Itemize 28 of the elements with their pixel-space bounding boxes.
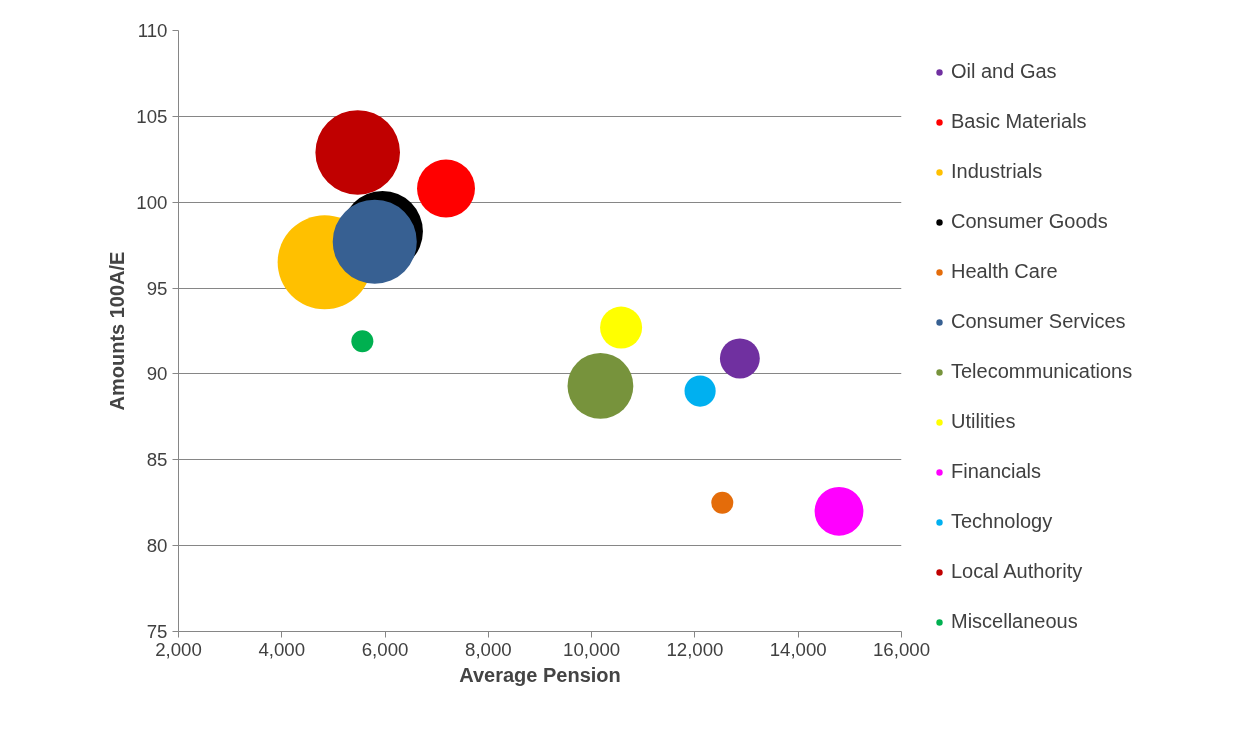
legend-label: Utilities	[951, 410, 1016, 433]
legend-label: Consumer Services	[951, 310, 1126, 333]
y-tick-label: 90	[146, 363, 168, 385]
x-tick-label: 4,000	[258, 638, 306, 660]
x-axis-title: Average Pension	[459, 663, 621, 686]
legend-label: Health Care	[951, 260, 1058, 283]
legend-label: Basic Materials	[951, 110, 1087, 133]
legend-label: Industrials	[951, 160, 1043, 183]
x-tick-label: 14,000	[769, 638, 827, 660]
legend-label: Technology	[951, 510, 1053, 533]
x-tick-label: 12,000	[666, 638, 724, 660]
x-tick-label: 10,000	[563, 638, 621, 660]
legend-label: Miscellaneous	[951, 610, 1078, 633]
legend-label: Oil and Gas	[951, 60, 1057, 83]
y-tick-label: 85	[146, 449, 168, 471]
legend-label: Consumer Goods	[951, 210, 1108, 233]
x-tick-label: 8,000	[465, 638, 512, 660]
y-tick-label: 105	[136, 105, 168, 127]
legend-label: Telecommunications	[951, 360, 1133, 383]
y-tick-label: 80	[146, 535, 168, 557]
y-tick-label: 95	[146, 277, 168, 299]
legend-label: Financials	[951, 460, 1042, 483]
legend-label: Local Authority	[951, 560, 1083, 583]
x-tick-label: 16,000	[872, 638, 931, 660]
y-tick-label: 100	[136, 191, 168, 213]
y-tick-label: 110	[137, 20, 168, 41]
x-tick-label: 6,000	[361, 638, 409, 660]
y-axis-title: Amounts 100A/E	[106, 251, 129, 411]
